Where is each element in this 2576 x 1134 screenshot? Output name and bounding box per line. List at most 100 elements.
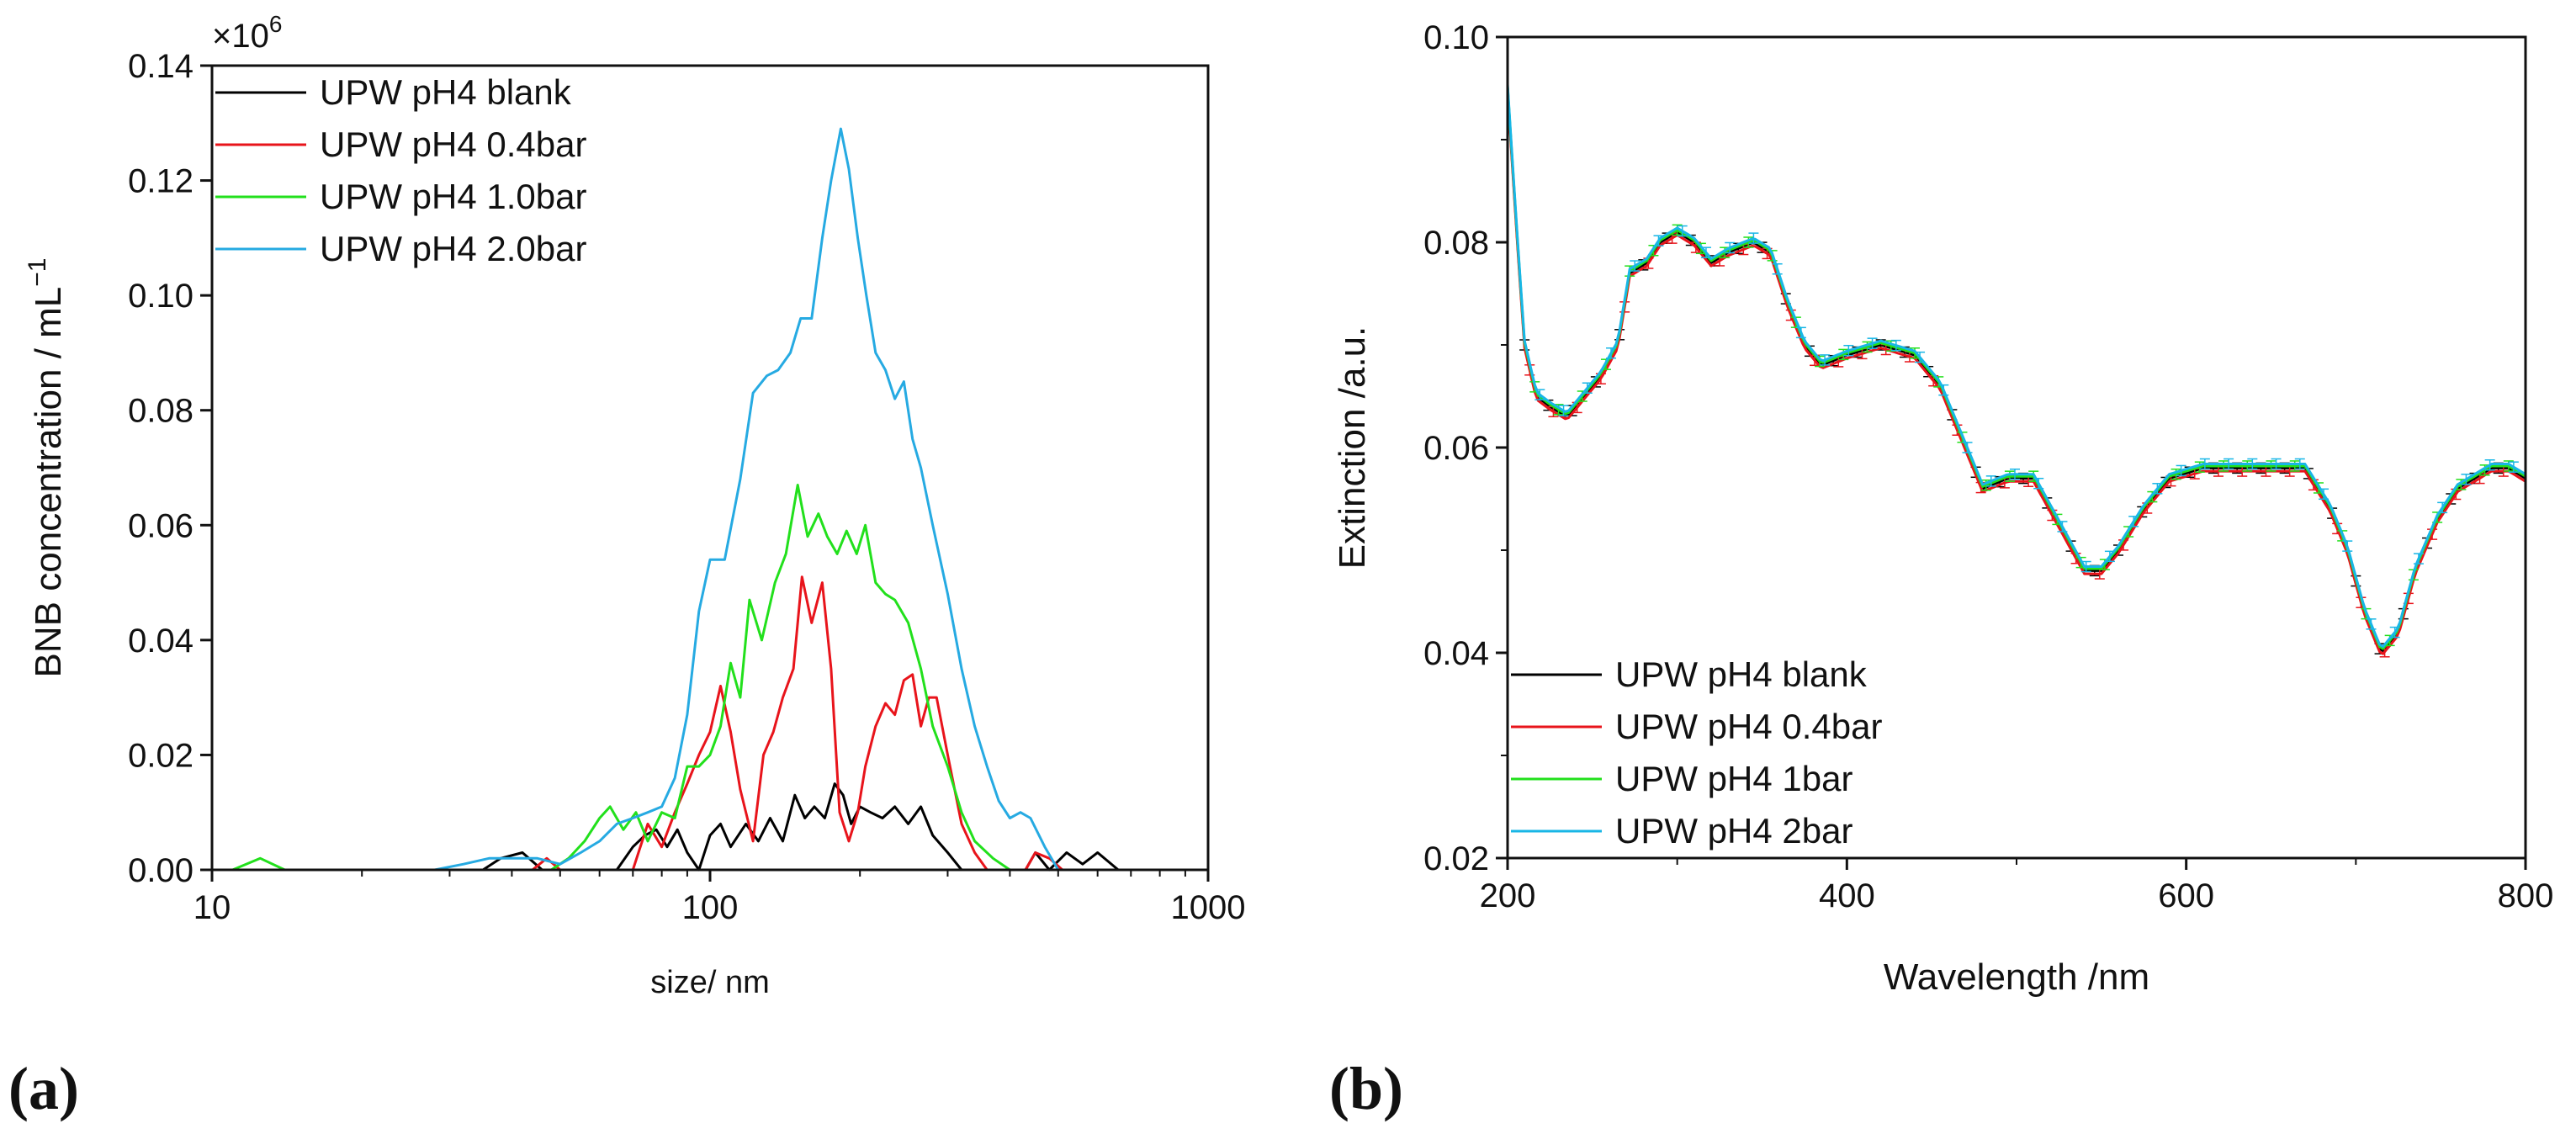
chart-a-y-tick-label: 0.12 xyxy=(128,163,193,200)
chart-b-error-bar xyxy=(1820,354,1831,366)
chart-b-error-bar xyxy=(2266,460,2277,472)
chart-a-y-multiplier: ×106 xyxy=(212,11,282,55)
chart-b-series-0 xyxy=(1506,87,2526,653)
chart-b-error-bar xyxy=(2461,474,2472,485)
chart-b-error-bar xyxy=(2319,488,2330,501)
chart-b-error-bar xyxy=(2437,501,2448,514)
chart-b-legend-label: UPW pH4 blank xyxy=(1615,654,1868,694)
chart-b-x-tick-label: 800 xyxy=(2498,877,2554,914)
panel-b-label: (b) xyxy=(1329,1055,1403,1122)
chart-b-error-bar xyxy=(2366,618,2377,630)
chart-a-legend-label: UPW pH4 blank xyxy=(320,72,572,112)
chart-b-x-label: Wavelength /nm xyxy=(1884,956,2149,998)
chart-a-y-tick-label: 0.14 xyxy=(128,48,193,85)
chart-b-legend-label: UPW pH4 1bar xyxy=(1615,759,1852,798)
chart-b-error-bar xyxy=(2004,470,2015,482)
chart-b-error-bar xyxy=(2199,458,2210,470)
chart-b-error-bar xyxy=(2176,464,2186,477)
chart-b-error-bar xyxy=(2242,460,2253,472)
chart-b-x-tick-label: 600 xyxy=(2158,877,2214,914)
chart-b-error-bar xyxy=(2413,553,2424,564)
chart-b-y-tick-label: 0.06 xyxy=(1423,430,1489,467)
chart-b-x-tick-label: 400 xyxy=(1819,877,1875,914)
chart-a-legend-label: UPW pH4 0.4bar xyxy=(320,125,586,164)
chart-b-error-bar xyxy=(2171,468,2181,480)
chart-a-series-2 xyxy=(231,484,1011,872)
chart-a: 0.00 0.02 0.04 0.06 0.08 0.10 0.12 0.14 10 100 100… xyxy=(8,11,1245,1122)
chart-b-error-bar xyxy=(2508,461,2519,473)
chart-b-x-tick-label: 200 xyxy=(1480,877,1536,914)
chart-b-frame xyxy=(1506,35,2527,860)
chart-b-series xyxy=(1506,84,2526,658)
chart-a-series-0 xyxy=(482,782,1120,872)
chart-b-error-bar xyxy=(1558,405,1569,416)
chart-a-y-label: BNB concentration / mL−1 xyxy=(24,258,69,678)
chart-a-series-1 xyxy=(531,575,1063,872)
chart-b-legend: UPW pH4 blank UPW pH4 0.4bar UPW pH4 1bar U… xyxy=(1511,654,1882,850)
chart-b-error-bar xyxy=(2104,550,2115,563)
chart-b-legend-label: UPW pH4 2bar xyxy=(1615,811,1852,850)
chart-b-error-bar xyxy=(1534,389,1545,400)
chart-b-error-bar xyxy=(1672,224,1683,236)
panel-a-label: (a) xyxy=(8,1055,79,1122)
chart-a-y-tick-label: 0.10 xyxy=(128,278,193,315)
chart-b-error-bar xyxy=(1606,347,1617,359)
chart-a-legend-label: UPW pH4 1.0bar xyxy=(320,177,586,216)
chart-a-y-tick-label: 0.00 xyxy=(128,852,193,889)
chart-b-error-bar xyxy=(2503,460,2514,472)
chart-b-y-tick-label: 0.02 xyxy=(1423,840,1489,877)
chart-a-x-tick-label: 10 xyxy=(193,889,231,926)
chart-b-error-bar xyxy=(2484,458,2495,471)
chart-b-error-bar xyxy=(1867,337,1878,349)
chart-a-x-tick-label: 100 xyxy=(682,889,739,926)
chart-a-y-label-exp: −1 xyxy=(24,258,51,287)
chart-a-series xyxy=(231,127,1120,872)
chart-b-error-bar xyxy=(2152,483,2163,495)
chart-b-legend-label: UPW pH4 0.4bar xyxy=(1615,707,1882,746)
chart-b: 0.02 0.04 0.06 0.08 0.10 200 400 600 800 UPW pH4… xyxy=(1329,19,2553,1122)
chart-b-error-bar xyxy=(1962,442,1973,453)
chart-b-y-tick-label: 0.04 xyxy=(1423,635,1489,672)
chart-a-frame xyxy=(210,64,1210,872)
chart-b-error-bar xyxy=(1748,232,1759,244)
chart-b-error-bar xyxy=(2224,458,2234,470)
chart-b-axes: 0.02 0.04 0.06 0.08 0.10 200 400 600 800 xyxy=(1423,19,2553,914)
chart-a-y-tick-label: 0.08 xyxy=(128,393,193,430)
chart-b-series-3 xyxy=(1506,84,2526,649)
chart-b-error-bar xyxy=(1938,384,1949,396)
chart-b-error-bar xyxy=(1795,326,1806,339)
chart-b-error-bar xyxy=(1700,246,1711,258)
chart-a-legend-label: UPW pH4 2.0bar xyxy=(320,229,586,268)
chart-b-error-bar xyxy=(1630,260,1640,272)
chart-b-y-label: Extinction /a.u. xyxy=(1332,326,1373,570)
chart-b-error-bar xyxy=(1843,344,1854,357)
chart-b-series-2 xyxy=(1506,86,2526,650)
chart-b-error-bar xyxy=(2271,458,2282,470)
chart-a-x-tick-label: 1000 xyxy=(1171,889,1246,926)
chart-b-error-bar xyxy=(1772,262,1783,275)
chart-b-error-bar xyxy=(2009,468,2020,480)
chart-b-error-bar xyxy=(2289,460,2300,472)
chart-b-error-bar xyxy=(2247,458,2258,470)
chart-b-error-bar xyxy=(2057,521,2068,533)
chart-b-series-1 xyxy=(1506,91,2526,655)
chart-b-error-bar xyxy=(2033,477,2044,490)
chart-a-y-tick-label: 0.04 xyxy=(128,623,193,660)
chart-a-y-multiplier-exp: 6 xyxy=(269,11,283,37)
chart-b-error-bar xyxy=(2218,460,2229,472)
chart-b-error-bar xyxy=(1985,475,1996,487)
chart-a-series-3 xyxy=(434,127,1060,872)
chart-b-error-bar xyxy=(1653,235,1664,246)
chart-b-error-bar xyxy=(2128,516,2139,527)
chart-a-axes: 0.00 0.02 0.04 0.06 0.08 0.10 0.12 0.14 10 100 100… xyxy=(128,48,1245,926)
chart-b-error-bar xyxy=(2294,458,2305,470)
chart-b-error-bar xyxy=(1582,382,1593,394)
chart-b-y-tick-label: 0.08 xyxy=(1423,225,1489,262)
chart-b-y-tick-label: 0.10 xyxy=(1423,19,1489,56)
chart-a-y-tick-label: 0.02 xyxy=(128,737,193,774)
chart-b-error-bar xyxy=(1725,241,1736,254)
chart-a-x-label: size/ nm xyxy=(650,965,769,1000)
chart-b-error-bar xyxy=(1890,339,1901,352)
chart-b-error-bar xyxy=(2389,626,2400,639)
